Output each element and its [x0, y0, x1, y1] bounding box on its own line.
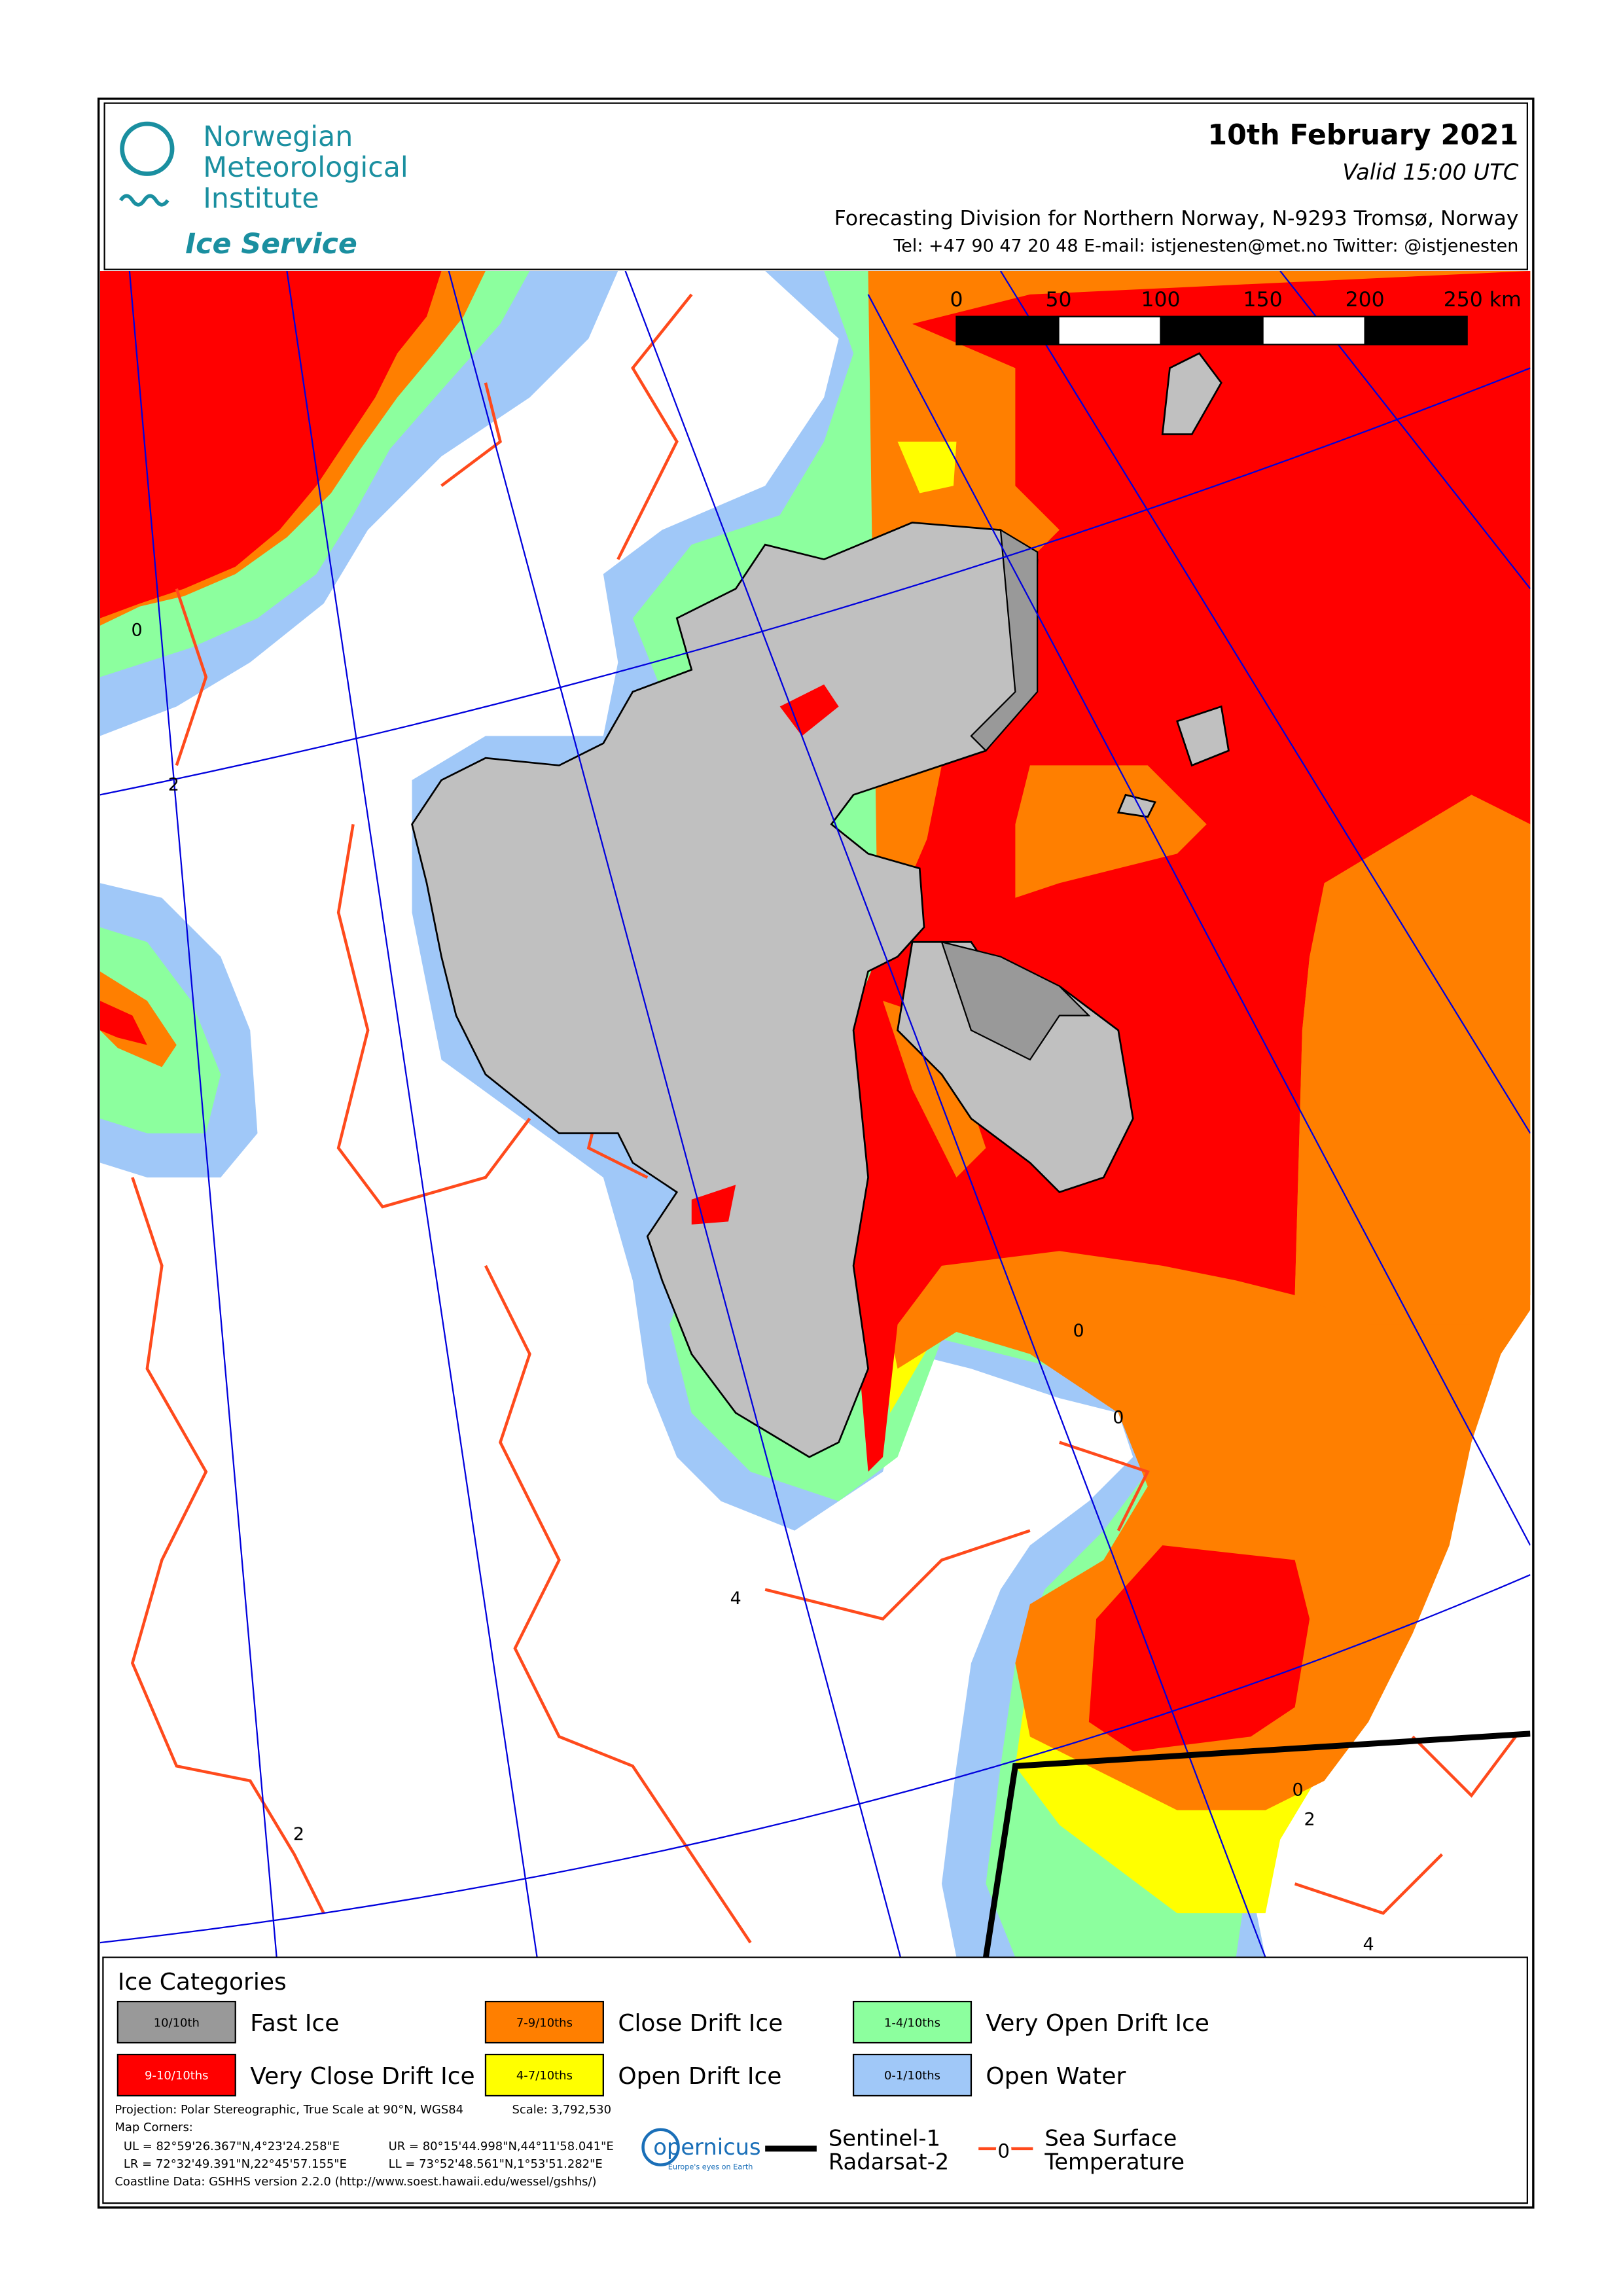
ice-area	[1015, 765, 1207, 898]
legend-code: 4-7/10ths	[516, 2069, 573, 2083]
legend-name: Very Close Drift Ice	[250, 2063, 474, 2090]
contour-label: 2	[168, 775, 179, 795]
legend-swatch	[852, 2000, 972, 2044]
sst-symbol: 0	[997, 2140, 1010, 2162]
legend-name: Fast Ice	[250, 2010, 339, 2037]
org-name: Meteorological	[203, 151, 408, 184]
land	[1116, 793, 1156, 818]
copernicus-logo	[641, 2128, 680, 2166]
scale-label: 0	[950, 288, 963, 312]
contour-label: 2	[293, 1824, 304, 1844]
scale-bar: 0 50 100 150 200 250 km	[950, 288, 1522, 346]
ice-area	[883, 1001, 986, 1177]
scale-segment	[1160, 315, 1264, 346]
contact: Tel: +47 90 47 20 48 E-mail: istjenesten…	[893, 236, 1518, 257]
contour-label: 0	[1113, 1407, 1124, 1427]
division: Forecasting Division for Northern Norway…	[834, 207, 1519, 230]
sst-label: Sea Surface	[1044, 2125, 1177, 2151]
contour-label: 2	[1304, 1809, 1315, 1829]
scale-label: 200	[1346, 288, 1385, 312]
copernicus-name: opernicus	[653, 2134, 760, 2160]
sst-label: Temperature	[1044, 2149, 1185, 2174]
contour-label: 0	[132, 620, 143, 641]
scale-segment	[955, 315, 1060, 346]
ice-area	[99, 971, 177, 1067]
scale-label: 100	[1141, 288, 1181, 312]
legend-swatch	[116, 2053, 236, 2097]
contour-label: 0	[1293, 1780, 1304, 1800]
ice-area	[940, 941, 1091, 1061]
ice-area	[970, 528, 1039, 752]
satellite-coverage	[982, 1731, 1531, 1958]
corner: UL = 82°59'26.367"N,4°23'24.258"E	[124, 2140, 340, 2153]
graticule	[99, 270, 1531, 1958]
legend-name: Open Drift Ice	[618, 2063, 781, 2090]
service-name: Ice Service	[185, 228, 357, 260]
legend-code: 7-9/10ths	[516, 2016, 573, 2030]
legend-name: Open Water	[986, 2063, 1126, 2090]
legend-code: 10/10th	[154, 2016, 200, 2030]
ice-area	[897, 441, 957, 493]
land	[1176, 705, 1230, 767]
legend-title: Ice Categories	[118, 1969, 287, 1996]
org-name: Institute	[203, 182, 319, 215]
ice-area	[1294, 795, 1531, 1325]
scale-segment	[1364, 315, 1468, 346]
ice-area	[99, 270, 442, 619]
corner: LR = 72°32'49.391"N,22°45'57.155"E	[124, 2157, 347, 2171]
land	[1161, 352, 1222, 435]
line-label: Sentinel-1	[829, 2125, 940, 2151]
corners-title: Map Corners:	[115, 2121, 193, 2134]
valid-time: Valid 15:00 UTC	[1342, 160, 1519, 185]
ice-area	[1088, 1545, 1310, 1751]
coastline: Coastline Data: GSHHS version 2.2.0 (htt…	[115, 2175, 596, 2189]
ice-area	[691, 1185, 736, 1225]
legend-name: Close Drift Ice	[618, 2010, 783, 2037]
date: 10th February 2021	[1207, 119, 1518, 152]
org-name: Norwegian	[203, 120, 353, 153]
legend-code: 1-4/10ths	[884, 2016, 940, 2030]
scale-ratio: Scale: 3,792,530	[512, 2103, 611, 2117]
sst-contour	[130, 293, 1517, 1944]
legend-swatch	[484, 2053, 604, 2097]
scale-label: 50	[1045, 288, 1071, 312]
sst-symbol-halo: 0	[997, 2140, 1010, 2162]
contour-label: 0	[1073, 1321, 1084, 1341]
corner: UR = 80°15'44.998"N,44°11'58.041"E	[389, 2140, 614, 2153]
contour-label: 4	[730, 1588, 741, 1609]
scale-segment	[1058, 315, 1162, 346]
copernicus-tagline: Europe's eyes on Earth	[668, 2162, 753, 2171]
contour-label: 4	[1363, 1934, 1374, 1954]
land	[411, 522, 1039, 1458]
legend-box	[102, 1956, 1528, 2204]
scale-label: 250 km	[1444, 288, 1522, 312]
ice-area	[99, 1001, 147, 1045]
scale-label: 150	[1243, 288, 1283, 312]
scale-segment	[1262, 315, 1366, 346]
legend-swatch	[852, 2053, 972, 2097]
legend-swatch	[116, 2000, 236, 2044]
legend: 10/10th Fast Ice 7-9/10ths Close Drift Ice 1…	[116, 2000, 1209, 2097]
legend-code: 0-1/10ths	[884, 2069, 940, 2083]
ice-area	[779, 684, 839, 736]
line-label: Radarsat-2	[829, 2149, 949, 2174]
logo-wave	[119, 194, 169, 207]
header-box	[103, 102, 1528, 270]
legend-name: Very Open Drift Ice	[986, 2010, 1209, 2037]
legend-code: 9-10/10ths	[145, 2069, 209, 2083]
logo-circle	[120, 121, 175, 176]
projection: Projection: Polar Stereographic, True Sc…	[115, 2103, 463, 2117]
corner: LL = 73°52'48.561"N,1°53'51.282"E	[389, 2157, 603, 2171]
legend-swatch	[484, 2000, 604, 2044]
